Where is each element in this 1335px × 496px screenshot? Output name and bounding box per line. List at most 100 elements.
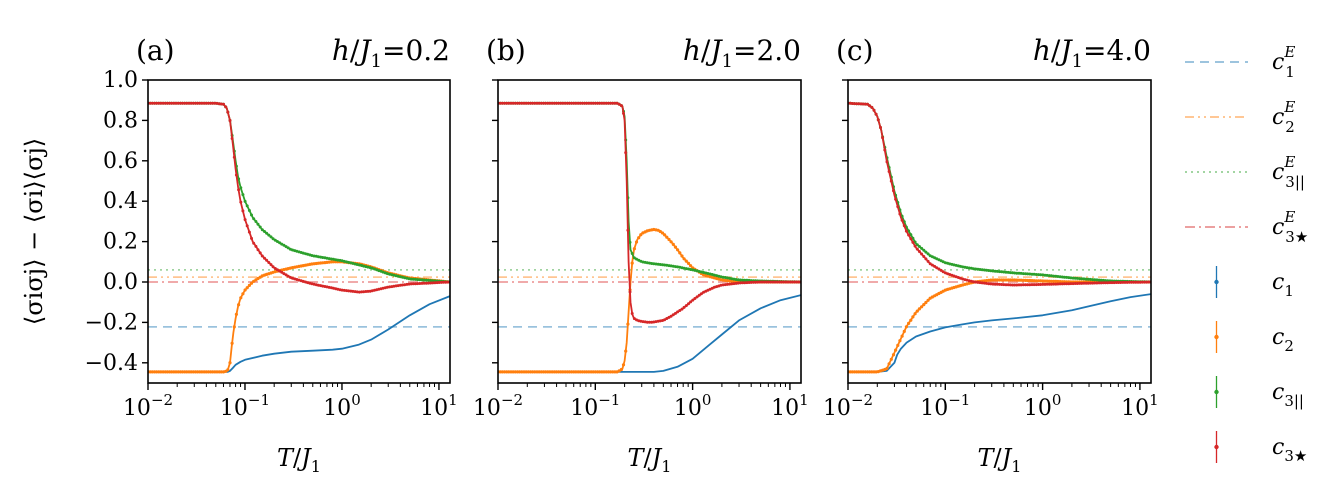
data-point <box>911 315 915 319</box>
data-point <box>1086 281 1090 285</box>
data-point <box>239 296 243 300</box>
data-point <box>924 257 928 261</box>
data-point <box>269 235 273 239</box>
y-tick-label: 0.8 <box>103 108 138 133</box>
x-tick-label: 10−1 <box>570 391 620 421</box>
data-point <box>159 101 163 105</box>
panel-title: h/J1=2.0 <box>683 34 801 72</box>
data-point <box>544 370 548 374</box>
data-point <box>407 282 411 286</box>
data-point <box>777 280 781 284</box>
data-point <box>1080 281 1084 285</box>
data-point <box>1028 272 1032 276</box>
data-point <box>795 280 799 284</box>
data-point <box>1011 283 1014 287</box>
data-point <box>1095 281 1099 285</box>
data-point <box>689 264 693 268</box>
data-point <box>630 312 634 315</box>
data-point <box>189 370 193 374</box>
data-point <box>342 288 346 292</box>
data-point <box>924 300 928 305</box>
data-point <box>176 370 180 374</box>
data-point <box>786 280 790 284</box>
data-point <box>885 366 889 370</box>
data-point <box>206 101 210 105</box>
data-point <box>1078 281 1082 285</box>
data-point <box>1073 282 1077 285</box>
data-point <box>228 119 232 122</box>
data-point <box>563 101 567 105</box>
data-point <box>902 224 906 228</box>
data-point <box>626 322 630 326</box>
legend-entry: cE 3|| <box>1185 153 1305 191</box>
data-point <box>524 101 528 105</box>
legend-entry: c1 <box>1214 266 1294 300</box>
data-point <box>915 243 919 247</box>
data-point <box>258 225 262 229</box>
data-point <box>935 266 939 270</box>
data-point <box>1004 283 1008 287</box>
data-point <box>165 101 169 105</box>
data-point <box>624 151 628 155</box>
data-point <box>593 370 598 374</box>
data-point <box>191 101 195 105</box>
data-point <box>172 101 176 105</box>
x-tick-label: 10−2 <box>473 391 523 421</box>
data-point <box>784 280 788 284</box>
data-point <box>1080 277 1084 281</box>
data-point <box>170 370 174 374</box>
data-point <box>554 370 559 374</box>
data-point <box>619 104 623 108</box>
data-point <box>247 230 251 234</box>
legend-entry: cE 2 <box>1185 98 1295 136</box>
panel-label: (c) <box>836 34 874 67</box>
data-point <box>861 370 865 374</box>
data-point <box>917 245 921 248</box>
data-point <box>1049 282 1053 286</box>
data-point <box>574 370 578 374</box>
data-point <box>557 370 561 374</box>
data-point <box>258 251 262 255</box>
data-point <box>1121 280 1125 284</box>
data-point <box>693 297 697 300</box>
data-point <box>788 280 792 284</box>
data-point <box>1127 280 1131 284</box>
data-point <box>587 101 591 105</box>
data-point <box>401 283 404 287</box>
data-point <box>691 298 695 302</box>
data-point <box>591 370 595 374</box>
data-point <box>168 101 172 105</box>
data-point <box>930 263 934 267</box>
data-point <box>535 101 539 105</box>
data-point <box>991 269 995 273</box>
data-point <box>1065 275 1069 279</box>
plot-area <box>148 101 450 374</box>
data-point <box>892 189 895 193</box>
legend-entry: c3★ <box>1214 431 1307 465</box>
data-point <box>680 307 684 311</box>
data-point <box>219 102 223 106</box>
data-point <box>163 101 167 105</box>
data-point <box>563 370 567 374</box>
data-point <box>870 105 874 109</box>
data-point <box>542 101 545 105</box>
data-point <box>1099 281 1103 285</box>
data-point <box>682 305 686 309</box>
data-point <box>671 242 675 246</box>
data-point <box>531 370 535 374</box>
data-point <box>887 362 891 366</box>
data-point <box>191 370 195 374</box>
data-point <box>989 282 993 286</box>
data-point <box>539 370 543 374</box>
data-point <box>411 282 415 286</box>
data-point <box>732 282 736 286</box>
legend-label: c3★ <box>1272 435 1307 465</box>
series-line-c2 <box>498 228 801 373</box>
data-point <box>336 258 340 262</box>
data-point <box>531 101 535 105</box>
data-point <box>736 281 740 285</box>
data-point <box>1056 275 1060 278</box>
data-point <box>198 101 202 105</box>
data-point <box>340 288 344 292</box>
